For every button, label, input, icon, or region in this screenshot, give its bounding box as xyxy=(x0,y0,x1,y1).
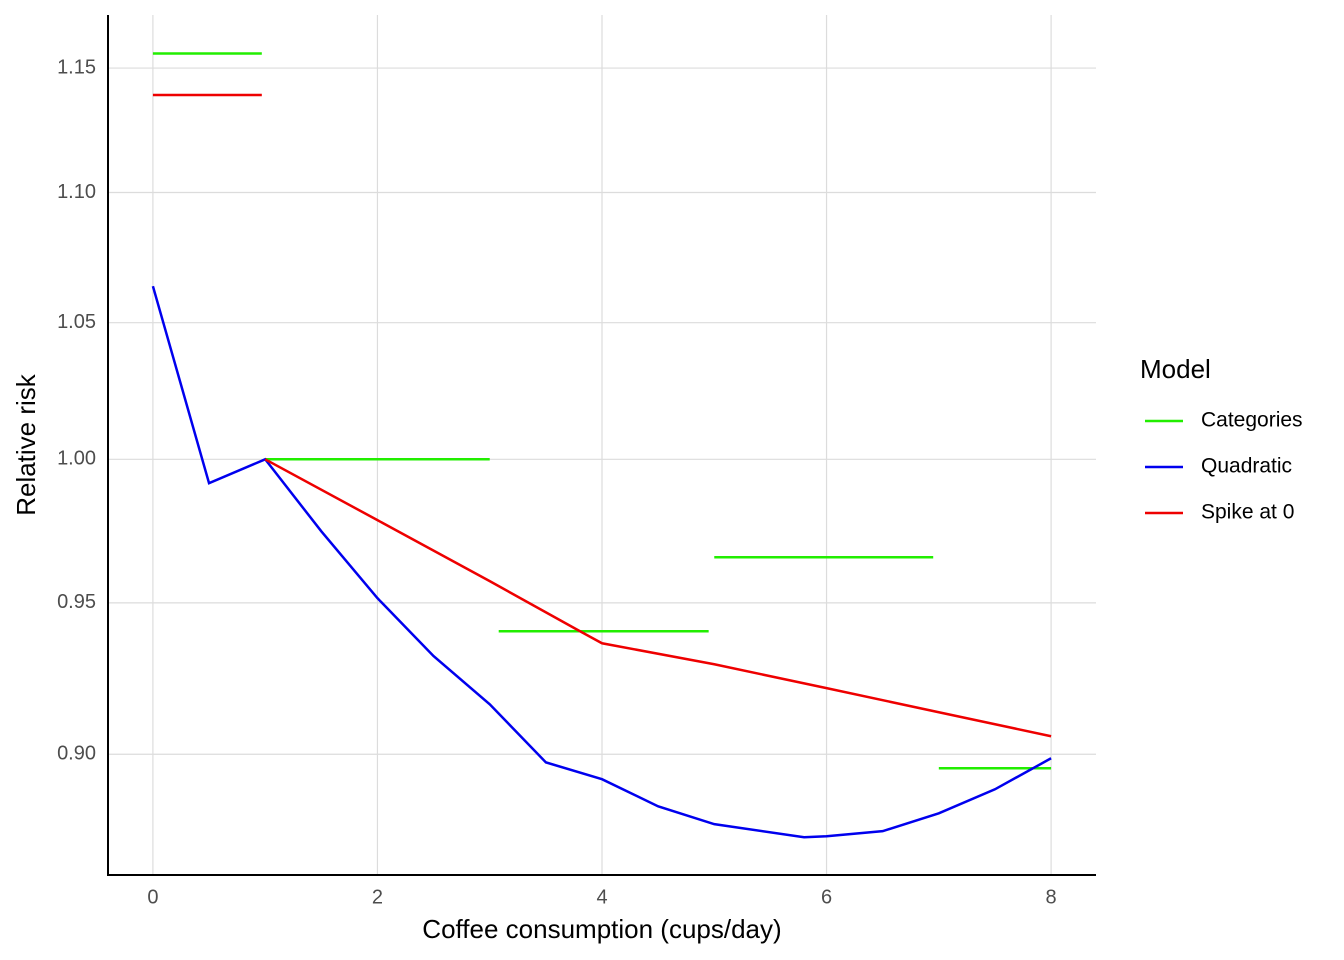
x-axis-title: Coffee consumption (cups/day) xyxy=(422,914,781,944)
y-axis-title: Relative risk xyxy=(11,373,41,516)
y-tick-label: 1.10 xyxy=(57,181,96,203)
series-line xyxy=(151,285,1052,839)
y-tick-label: 1.15 xyxy=(57,56,96,78)
series-line xyxy=(152,93,1052,738)
legend-label: Categories xyxy=(1201,409,1303,432)
x-tick-label: 8 xyxy=(1046,886,1057,908)
y-tick-label: 0.95 xyxy=(57,591,96,613)
x-tick-label: 2 xyxy=(372,886,383,908)
y-tick-label: 0.90 xyxy=(57,743,96,765)
legend: Categories Quadratic Spike at 0 xyxy=(1145,409,1303,524)
y-tick-label: 1.00 xyxy=(57,448,96,470)
series-line xyxy=(152,52,1052,770)
legend-label: Spike at 0 xyxy=(1201,501,1294,524)
x-tick-label: 0 xyxy=(147,886,158,908)
legend-title: Model xyxy=(1140,354,1211,384)
legend-label: Quadratic xyxy=(1201,455,1292,478)
x-tick-label: 6 xyxy=(821,886,832,908)
x-tick-label: 4 xyxy=(596,886,607,908)
plot-lines xyxy=(151,52,1052,839)
y-tick-label: 1.05 xyxy=(57,311,96,333)
grid xyxy=(108,15,1096,875)
